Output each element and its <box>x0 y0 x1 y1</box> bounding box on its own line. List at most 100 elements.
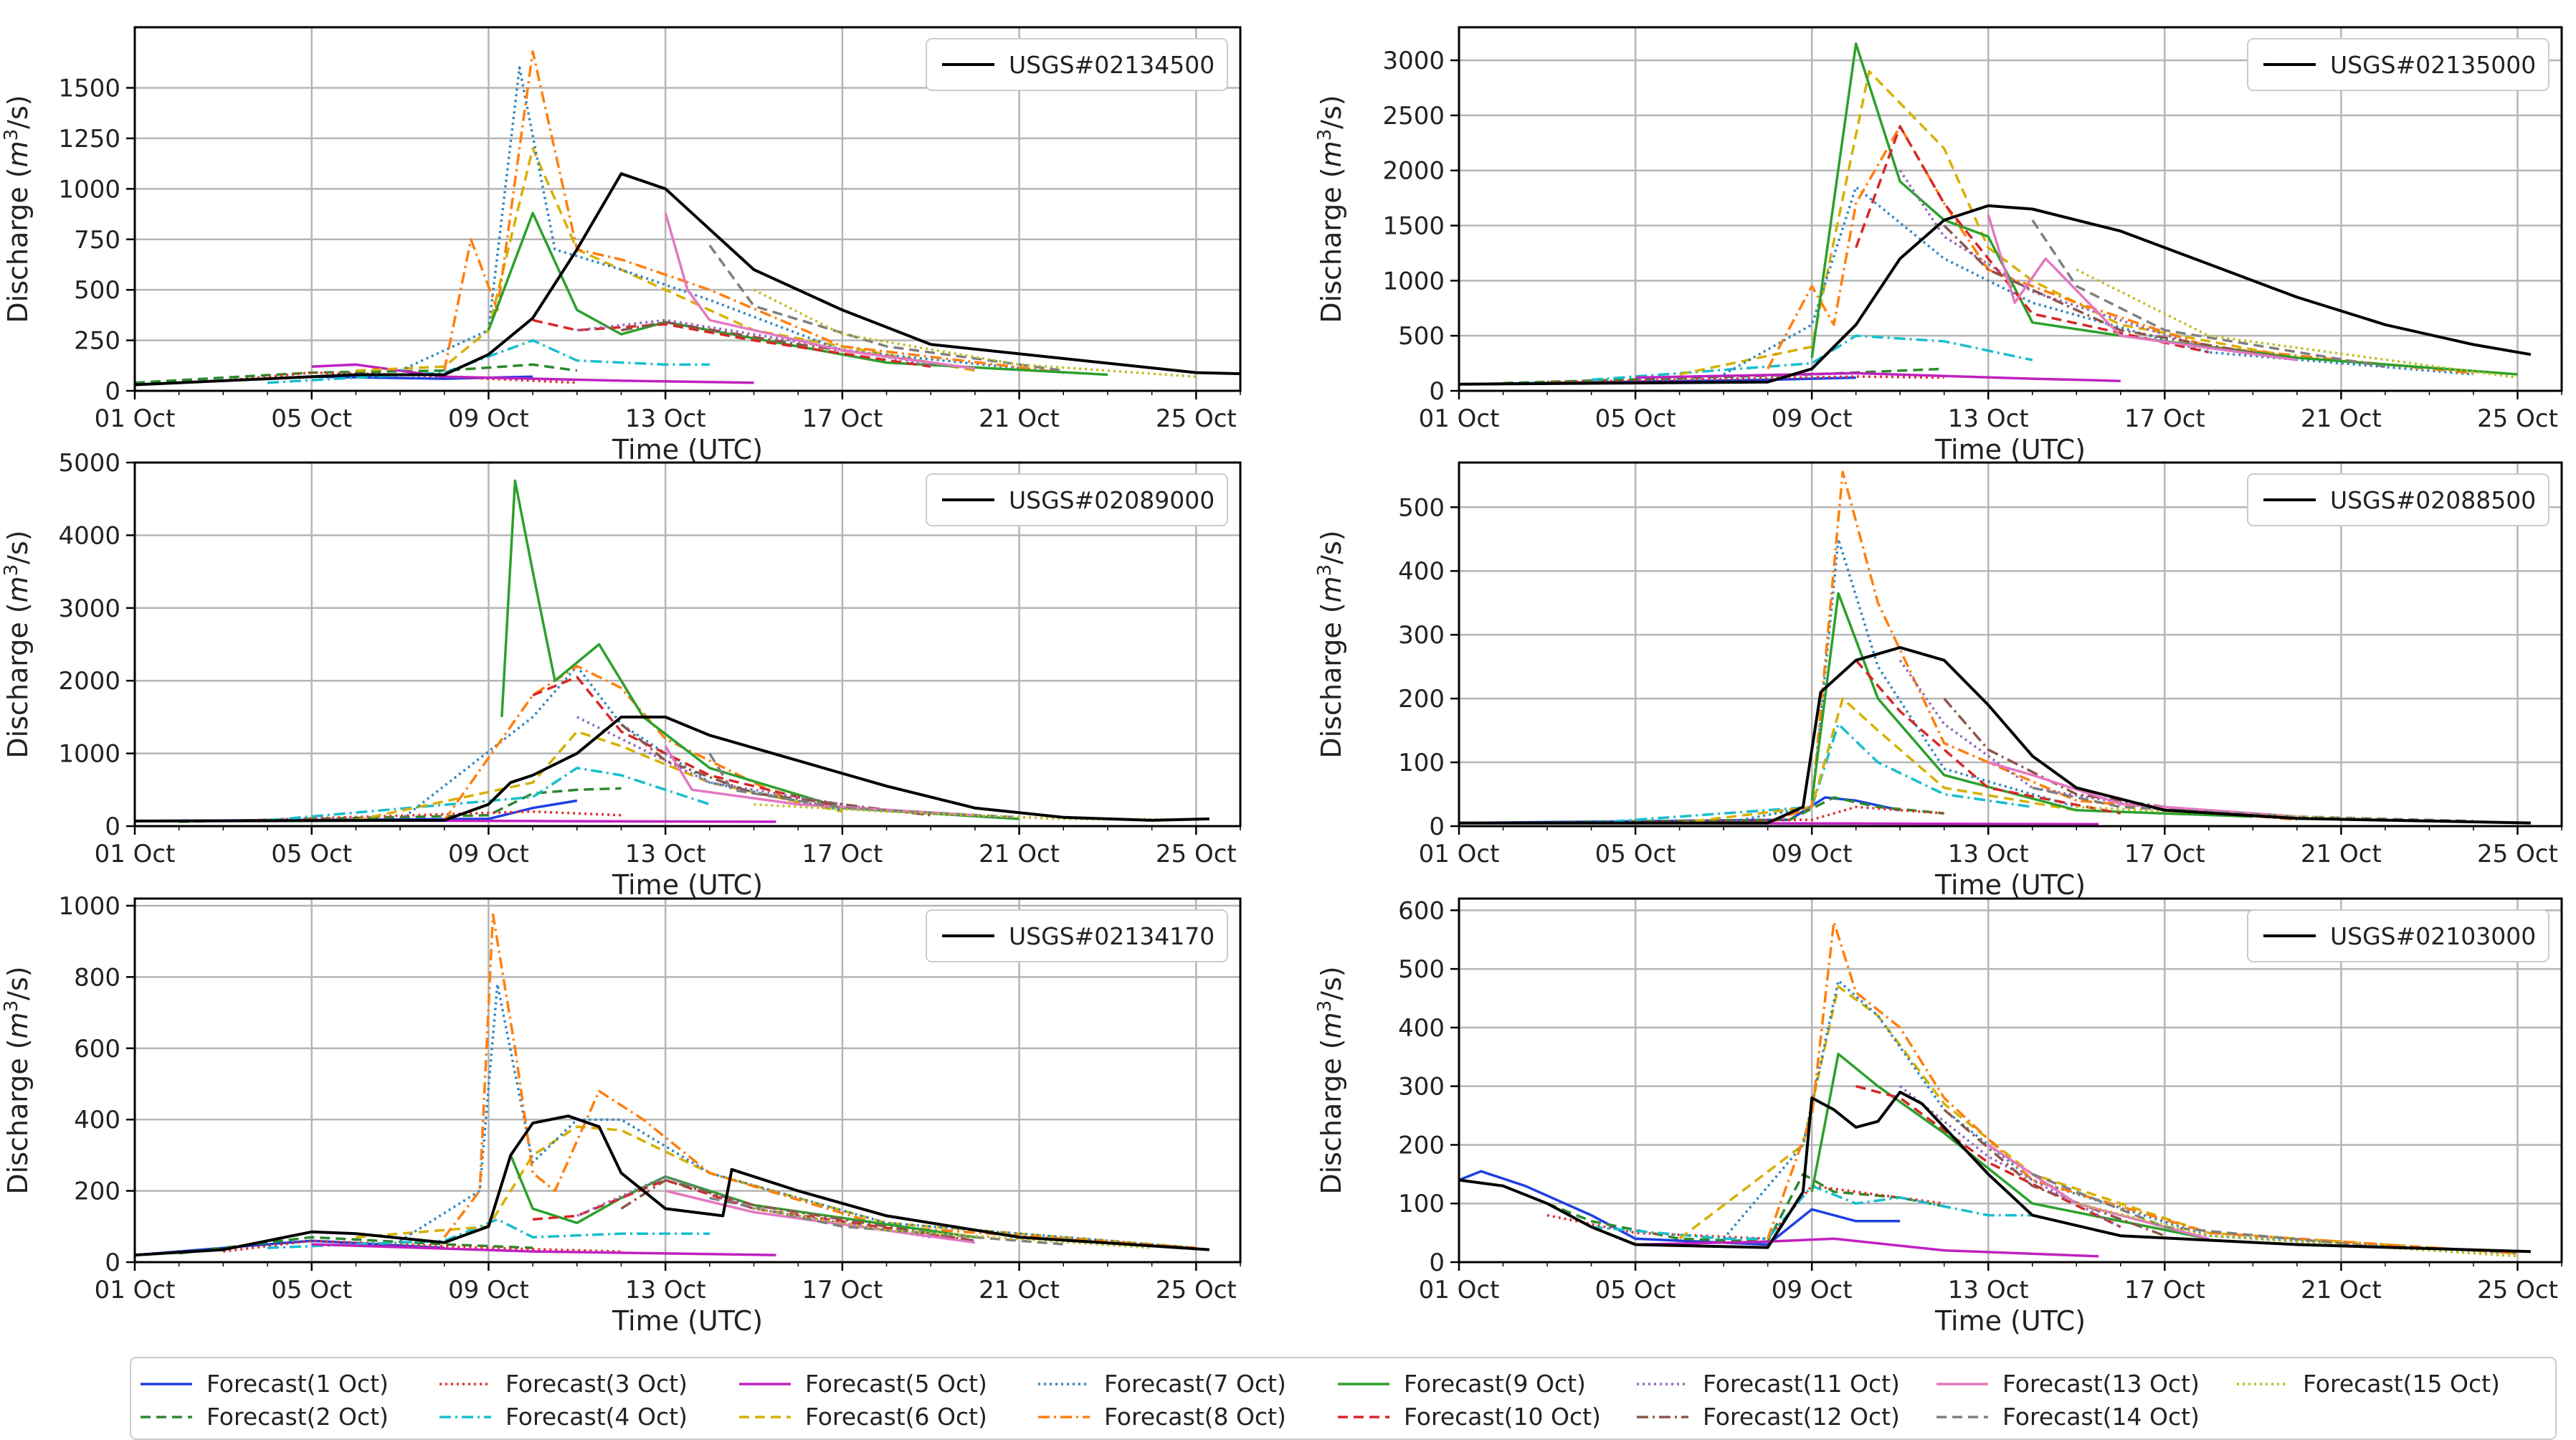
y-tick-label: 400 <box>1398 1014 1445 1043</box>
forecast-series-line <box>1635 1237 2099 1258</box>
y-label-unit: m <box>2 576 34 602</box>
x-axis-label: Time (UTC) <box>1934 1305 2086 1337</box>
forecast-series-line <box>1943 1109 2165 1237</box>
x-tick-label: 05 Oct <box>271 840 352 868</box>
forecast-series-line <box>487 1154 976 1238</box>
forecast-series-line <box>1943 224 2298 361</box>
observed-series-line <box>1459 645 2531 825</box>
y-label-sup: 3 <box>1314 564 1336 577</box>
station-legend-box <box>2247 909 2549 962</box>
x-tick-label: 09 Oct <box>448 1276 529 1304</box>
forecast-series-line <box>223 810 622 823</box>
y-label-suffix: /s) <box>2 530 34 564</box>
forecast-series-line <box>267 767 710 822</box>
y-label-prefix: Discharge ( <box>1316 602 1347 758</box>
y-tick-label: 0 <box>1429 813 1445 841</box>
legend-label: Forecast(9 Oct) <box>1404 1370 1586 1398</box>
forecast-series-line <box>179 787 622 823</box>
hydrograph-panel: 01 Oct 05 Oct 09 Oct 13 Oct 17 Oct 21 Oct 25 O… <box>1314 26 2563 465</box>
forecast-series-line <box>1810 592 2253 818</box>
hydrograph-panel: 01 Oct 05 Oct 09 Oct 13 Oct 17 Oct 21 Oct 25 O… <box>1 26 1242 465</box>
forecast-series-line <box>267 338 710 384</box>
hydrograph-panel: 01 Oct 05 Oct 09 Oct 13 Oct 17 Oct 21 Oct 25 O… <box>1 892 1242 1337</box>
forecast-series-line <box>1987 1144 2210 1240</box>
y-tick-label: 0 <box>105 377 120 406</box>
y-tick-label: 2500 <box>1382 102 1445 131</box>
forecast-series-line <box>754 1207 1152 1249</box>
station-legend-label: USGS#02089000 <box>1009 486 1215 514</box>
y-tick-label: 0 <box>105 813 120 841</box>
y-tick-label: 500 <box>1398 955 1445 984</box>
x-tick-label: 25 Oct <box>2477 404 2558 433</box>
legend-label: Forecast(8 Oct) <box>1104 1403 1286 1431</box>
y-label-sup: 3 <box>1314 1000 1336 1013</box>
y-tick-label: 300 <box>1398 621 1445 650</box>
y-tick-label: 500 <box>74 276 120 305</box>
forecast-series-line <box>399 982 1197 1249</box>
forecast-series-line <box>1502 1173 1945 1244</box>
station-legend-label: USGS#02135000 <box>2330 51 2536 79</box>
forecast-series-line <box>1810 1052 2210 1241</box>
x-tick-label: 13 Oct <box>1948 404 2029 433</box>
y-tick-label: 200 <box>1398 685 1445 714</box>
forecast-series-line <box>1459 796 1901 825</box>
x-tick-label: 01 Oct <box>1419 840 1500 868</box>
y-tick-label: 2000 <box>58 667 120 696</box>
forecast-series-line <box>576 318 931 366</box>
forecast-series-line <box>487 212 1108 376</box>
y-tick-label: 300 <box>1398 1073 1445 1102</box>
forecast-series-line <box>1546 805 1944 825</box>
forecast-series-line <box>135 363 578 384</box>
y-tick-label: 750 <box>74 226 120 255</box>
y-tick-label: 3000 <box>1382 47 1445 75</box>
forecast-series-line <box>2076 268 2518 379</box>
x-tick-label: 09 Oct <box>448 404 529 433</box>
x-tick-label: 21 Oct <box>979 1276 1060 1304</box>
forecast-series-line <box>1546 375 1944 384</box>
x-tick-label: 25 Oct <box>2477 1276 2558 1304</box>
y-tick-label: 0 <box>105 1249 120 1277</box>
forecast-series-line <box>1635 371 2121 382</box>
x-tick-label: 01 Oct <box>95 404 176 433</box>
x-tick-label: 13 Oct <box>1948 1276 2029 1304</box>
x-tick-label: 05 Oct <box>271 404 352 433</box>
x-tick-label: 09 Oct <box>1772 840 1853 868</box>
legend-label: Forecast(4 Oct) <box>505 1403 688 1431</box>
x-tick-label: 13 Oct <box>625 840 706 868</box>
legend-label: Forecast(7 Oct) <box>1104 1370 1286 1398</box>
x-axis-label: Time (UTC) <box>612 1305 763 1337</box>
x-axis-label: Time (UTC) <box>1934 869 2086 901</box>
hydrograph-panel: 01 Oct 05 Oct 09 Oct 13 Oct 17 Oct 21 Oct 25 O… <box>1 449 1242 901</box>
station-legend-box <box>2247 38 2549 91</box>
y-tick-label: 400 <box>74 1106 120 1135</box>
y-label-sup: 3 <box>1 1000 22 1013</box>
forecast-series-line <box>1679 70 2518 376</box>
y-axis-label: Discharge (m3/s) <box>1314 530 1347 758</box>
y-tick-label: 500 <box>1398 493 1445 522</box>
forecast-series-line <box>1503 796 1944 825</box>
observed-series-line <box>135 172 1240 387</box>
y-label-suffix: /s) <box>1316 95 1347 128</box>
y-label-unit: m <box>1316 1012 1347 1038</box>
forecast-series-line <box>311 1243 776 1256</box>
legend-label: Forecast(3 Oct) <box>505 1370 688 1398</box>
axes-frame <box>1458 26 2563 392</box>
forecast-series-line <box>708 245 1064 372</box>
x-tick-label: 01 Oct <box>1419 1276 1500 1304</box>
legend-label: Forecast(5 Oct) <box>805 1370 987 1398</box>
x-tick-label: 17 Oct <box>802 404 883 433</box>
axes-frame <box>1458 461 2563 828</box>
x-tick-label: 17 Oct <box>2124 404 2205 433</box>
y-label-sup: 3 <box>1314 129 1336 141</box>
x-tick-label: 01 Oct <box>95 840 176 868</box>
forecast-legend-box <box>130 1357 2557 1440</box>
y-tick-label: 600 <box>1398 896 1445 925</box>
station-legend-box <box>2247 473 2549 526</box>
forecast-series-line <box>1591 1184 2033 1241</box>
x-tick-label: 17 Oct <box>802 840 883 868</box>
y-label-suffix: /s) <box>1316 966 1347 1000</box>
forecast-series-line <box>753 288 1197 379</box>
y-label-sup: 3 <box>1 564 22 577</box>
y-tick-label: 800 <box>74 963 120 992</box>
